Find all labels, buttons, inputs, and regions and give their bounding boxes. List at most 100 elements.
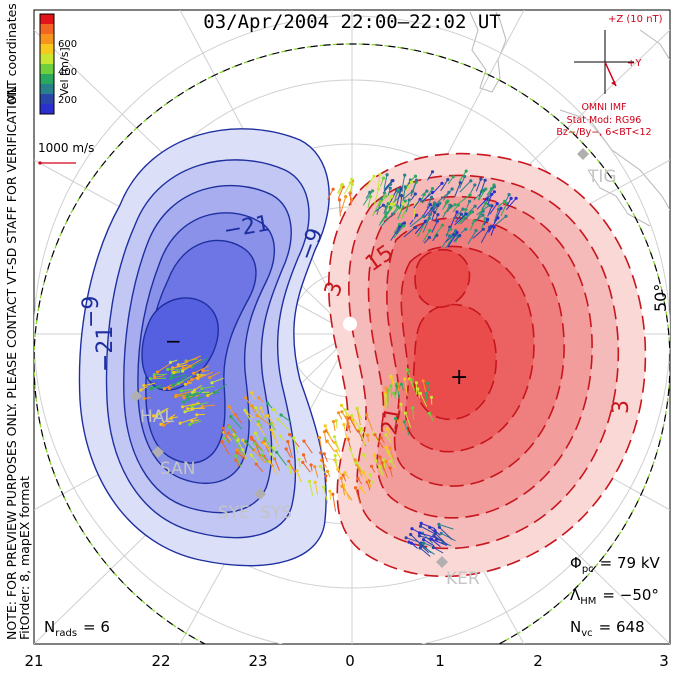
velocity-vector (385, 388, 389, 398)
velocity-vector-origin (340, 410, 344, 414)
velocity-vector-origin (450, 187, 454, 191)
velocity-vector-origin (404, 536, 408, 540)
velocity-vector-origin (186, 407, 190, 411)
latitude-label: 50° (651, 284, 670, 312)
velocity-vector-origin (371, 189, 375, 193)
velocity-vector-origin (334, 419, 338, 423)
velocity-vector (228, 406, 238, 418)
velocity-vector-origin (182, 400, 186, 404)
velocity-vector-origin (170, 373, 174, 378)
velocity-vector (211, 377, 224, 384)
colorbar-segment (40, 94, 54, 105)
velocity-vector-origin (307, 479, 312, 484)
velocity-vector-origin (384, 393, 388, 397)
radar-marker-hal (130, 390, 142, 402)
velocity-vector (369, 474, 374, 485)
velocity-vector (320, 452, 325, 469)
velocity-vector-origin (499, 206, 503, 210)
velocity-vector (475, 178, 482, 192)
velocity-vector (489, 203, 498, 215)
velocity-vector (419, 547, 431, 557)
velocity-vector-origin (186, 397, 190, 401)
velocity-vector-origin (386, 202, 390, 206)
velocity-vector-origin (187, 380, 191, 384)
velocity-vector (377, 174, 381, 190)
velocity-vector-origin (167, 386, 171, 390)
velocity-vector-origin (336, 467, 340, 471)
velocity-vector-origin (200, 387, 204, 391)
velocity-vector (421, 522, 436, 530)
velocity-vector (351, 415, 362, 430)
velocity-vector (189, 420, 202, 425)
velocity-vector (469, 220, 475, 231)
velocity-vector-origin (378, 172, 382, 176)
velocity-vector (186, 355, 201, 363)
velocity-vector (253, 449, 266, 463)
potential-max-marker: + (450, 365, 468, 390)
velocity-vector (256, 415, 270, 426)
velocity-vector-origin (410, 180, 414, 184)
velocity-vector-origin (439, 531, 443, 535)
velocity-vector (375, 460, 383, 475)
velocity-vector-origin (427, 411, 431, 415)
velocity-vector-origin (350, 182, 354, 186)
velocity-vector-origin (212, 391, 216, 395)
velocity-vector-origin (389, 459, 393, 463)
velocity-vector (261, 454, 269, 464)
velocity-vector-origin (496, 207, 501, 212)
velocity-vector-origin (359, 486, 363, 490)
scale-vector-label: 1000 m/s (38, 141, 94, 155)
velocity-vector (359, 428, 366, 446)
velocity-vector (327, 188, 334, 200)
velocity-vector-origin (191, 390, 195, 394)
velocity-vector (433, 224, 443, 238)
velocity-vector (459, 176, 466, 189)
velocity-vector-origin (227, 405, 231, 409)
velocity-vector-origin (302, 439, 306, 443)
velocity-vector-origin (220, 440, 224, 444)
velocity-vector-origin (409, 378, 413, 382)
velocity-vector (413, 199, 421, 209)
velocity-vector-origin (436, 213, 440, 217)
velocity-vector-origin (472, 219, 476, 223)
radar-marker-sye (254, 488, 266, 500)
velocity-vector-origin (178, 421, 182, 425)
velocity-vector-origin (415, 213, 419, 217)
velocity-vector (435, 533, 445, 543)
velocity-vector (334, 442, 341, 453)
velocity-vector-origin (453, 203, 457, 207)
velocity-vector (373, 188, 380, 205)
velocity-vector (396, 188, 402, 206)
velocity-vector (230, 416, 243, 430)
velocity-vector (476, 198, 487, 210)
velocity-vector (422, 204, 431, 216)
velocity-vector-origin (244, 439, 248, 444)
velocity-vector (236, 449, 247, 459)
radar-marker-san (152, 446, 164, 458)
velocity-vector-origin (507, 193, 511, 197)
velocity-vector-origin (181, 366, 185, 370)
velocity-vector-origin (463, 174, 467, 179)
velocity-vector (157, 363, 170, 373)
velocity-vector-origin (388, 446, 392, 450)
velocity-vector (421, 545, 430, 554)
velocity-vector (254, 442, 264, 453)
velocity-vector (405, 199, 410, 213)
map-title: 03/Apr/2004 22:00–22:02 UT (203, 11, 500, 33)
radar-label-sys: SYS (260, 503, 292, 523)
mlt-label-0: 0 (345, 652, 355, 670)
velocity-vector-origin (269, 428, 273, 432)
velocity-vector-origin (421, 214, 425, 218)
velocity-vector (383, 174, 388, 189)
velocity-vector (356, 408, 361, 426)
velocity-vectors (139, 169, 518, 557)
velocity-vector (480, 226, 491, 243)
velocity-vector (422, 188, 433, 204)
velocity-vector-origin (388, 466, 392, 470)
velocity-vector-origin (183, 382, 187, 386)
velocity-vector (459, 211, 472, 223)
velocity-vector-origin (409, 532, 413, 537)
velocity-vector (169, 381, 184, 389)
velocity-vector-origin (411, 406, 415, 410)
velocity-vector-origin (421, 379, 425, 383)
